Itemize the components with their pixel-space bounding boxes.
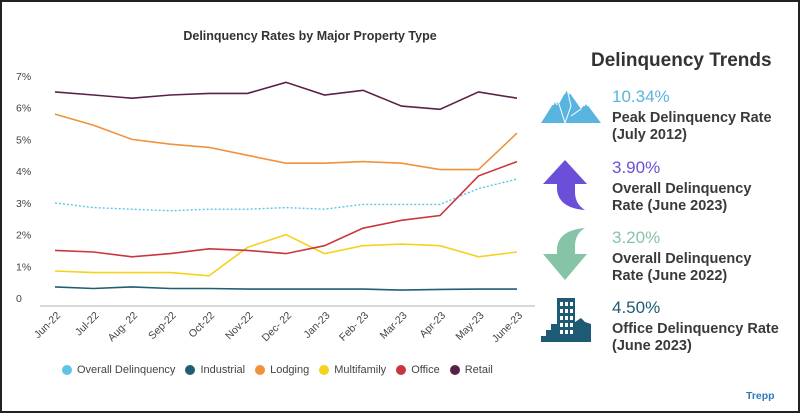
chart-title: Delinquency Rates by Major Property Type bbox=[183, 29, 436, 43]
office-building-icon bbox=[541, 298, 591, 342]
x-tick-label: Aug- 22 bbox=[106, 310, 141, 345]
legend-label: Industrial bbox=[200, 364, 246, 376]
stat-overall-2023: 3.90% Overall Delinquency Rate (June 2023… bbox=[612, 158, 751, 215]
legend-item-retail: Retail bbox=[449, 364, 493, 376]
legend-item-multifamily: Multifamily bbox=[319, 364, 386, 376]
y-tick-label: 6% bbox=[16, 103, 31, 115]
x-tick-label: Feb- 23 bbox=[337, 310, 371, 344]
legend-label: Lodging bbox=[270, 364, 310, 376]
series-line-office bbox=[54, 160, 518, 258]
y-tick-label: 3% bbox=[16, 198, 31, 210]
panel-title: Delinquency Trends bbox=[591, 50, 772, 71]
legend-label: Office bbox=[411, 364, 440, 376]
chart-legend: Overall Delinquency Industrial Lodging Mult… bbox=[62, 364, 493, 376]
x-tick-label: Dec- 22 bbox=[260, 310, 295, 345]
stat-office-2023: 4.50% Office Delinquency Rate (June 2023) bbox=[612, 298, 779, 355]
x-tick-label: Apr-23 bbox=[417, 310, 448, 341]
legend-label: Retail bbox=[464, 364, 493, 376]
x-tick-label: May-23 bbox=[453, 310, 486, 343]
stat-value: 3.20% bbox=[612, 228, 661, 247]
legend-swatch bbox=[185, 365, 196, 375]
legend-item-office: Office bbox=[396, 364, 440, 376]
x-tick-label: Sep-22 bbox=[146, 310, 179, 343]
x-tick-label: Jan-23 bbox=[301, 310, 332, 341]
legend-swatch bbox=[255, 365, 266, 375]
series-line-lodging bbox=[54, 113, 518, 171]
series-line-retail bbox=[54, 81, 518, 111]
x-tick-label: Jun-22 bbox=[32, 310, 63, 341]
stat-overall-2022: 3.20% Overall Delinquency Rate (June 2022… bbox=[612, 228, 751, 285]
mountain-icon bbox=[541, 87, 601, 124]
y-tick-label: 1% bbox=[16, 261, 31, 273]
stat-label: Office Delinquency Rate (June 2023) bbox=[612, 321, 779, 354]
stat-label: Overall Delinquency Rate (June 2022) bbox=[612, 251, 752, 284]
stat-label: Overall Delinquency Rate (June 2023) bbox=[612, 181, 752, 214]
series-line-multifamily bbox=[54, 233, 518, 277]
stat-label: Peak Delinquency Rate (July 2012) bbox=[612, 110, 772, 143]
legend-swatch bbox=[319, 365, 330, 375]
arrow-up-icon bbox=[543, 160, 587, 210]
legend-item-overall-delinquency: Overall Delinquency bbox=[62, 364, 175, 376]
x-tick-label: Oct-22 bbox=[186, 310, 217, 341]
x-tick-label: Nov-22 bbox=[223, 310, 256, 343]
x-tick-label: Mar-23 bbox=[378, 310, 410, 342]
arrow-down-icon bbox=[543, 228, 587, 280]
y-tick-label: 0 bbox=[16, 293, 22, 305]
legend-label: Overall Delinquency bbox=[77, 364, 176, 376]
stat-value: 10.34% bbox=[612, 87, 670, 106]
y-tick-label: 2% bbox=[16, 230, 31, 242]
y-tick-label: 7% bbox=[16, 71, 31, 83]
line-chart: Delinquency Rates by Major Property Type… bbox=[16, 29, 535, 345]
x-tick-label: June-23 bbox=[490, 310, 525, 345]
legend-swatch bbox=[396, 365, 407, 375]
series-line-industrial bbox=[54, 286, 517, 291]
series-line-overall-delinquency bbox=[54, 178, 518, 212]
y-tick-label: 5% bbox=[16, 134, 31, 146]
stat-value: 4.50% bbox=[612, 298, 661, 317]
trepp-logo: Trepp bbox=[746, 390, 775, 402]
y-tick-label: 4% bbox=[16, 166, 31, 178]
legend-swatch bbox=[449, 365, 460, 375]
legend-item-lodging: Lodging bbox=[255, 364, 309, 376]
stat-peak-delinquency: 10.34% Peak Delinquency Rate (July 2012) bbox=[612, 87, 772, 144]
legend-label: Multifamily bbox=[334, 364, 387, 376]
legend-swatch bbox=[62, 365, 72, 375]
stat-value: 3.90% bbox=[612, 158, 661, 177]
x-tick-label: Jul-22 bbox=[73, 310, 102, 339]
legend-item-industrial: Industrial bbox=[185, 364, 245, 376]
